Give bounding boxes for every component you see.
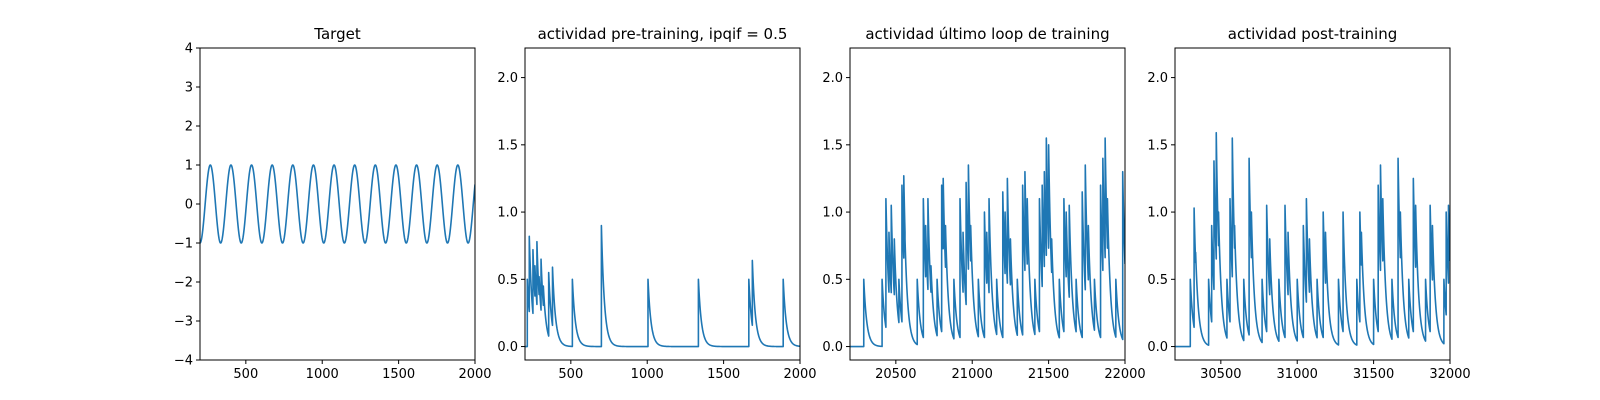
x-tick-label: 21000 <box>952 367 993 382</box>
x-tick-label: 1500 <box>707 367 740 382</box>
y-tick-label: 2.0 <box>1147 71 1168 86</box>
y-tick-label: 1.0 <box>497 206 518 221</box>
chart-title: Target <box>313 25 361 43</box>
x-tick-label: 1000 <box>631 367 664 382</box>
y-tick-label: 0.5 <box>822 273 843 288</box>
axes-frame <box>1174 47 1451 361</box>
y-tick-label: 2.0 <box>497 71 518 86</box>
y-tick-label: 0.0 <box>497 340 518 355</box>
x-tick-label: 2000 <box>783 367 816 382</box>
y-tick-label: 3 <box>185 81 193 96</box>
chart-panel-3: actividad último loop de training 20500 21… <box>822 25 1145 382</box>
axes-frame <box>849 47 1126 361</box>
series-line <box>200 164 475 244</box>
chart-panel-2: actividad pre-training, ipqif = 0.5 500 10… <box>497 25 816 382</box>
x-tick-label: 30500 <box>1200 367 1241 382</box>
x-tick-label: 1500 <box>382 367 415 382</box>
x-tick-label: 1000 <box>306 367 339 382</box>
x-tick-label: 31500 <box>1353 367 1394 382</box>
y-tick-label: 1.0 <box>822 206 843 221</box>
y-tick-label: 1.5 <box>497 138 518 153</box>
y-tick-label: 2 <box>185 120 193 135</box>
chart-panel-4: actividad post-training 30500 31000 31500 32… <box>1147 25 1470 382</box>
x-tick-label: 2000 <box>458 367 491 382</box>
axes-frame <box>524 47 801 361</box>
y-tick-label: 2.0 <box>822 71 843 86</box>
x-tick-label: 500 <box>233 367 258 382</box>
y-tick-label: −1 <box>174 237 193 252</box>
series-line <box>1175 131 1450 348</box>
x-tick-label: 20500 <box>875 367 916 382</box>
chart-title: actividad post-training <box>1228 25 1397 43</box>
y-tick-label: −4 <box>174 354 193 369</box>
x-tick-label: 500 <box>558 367 583 382</box>
y-tick-label: 1 <box>185 159 193 174</box>
x-tick-label: 32000 <box>1429 367 1470 382</box>
y-tick-label: 1.0 <box>1147 206 1168 221</box>
x-tick-label: 22000 <box>1104 367 1145 382</box>
series-line <box>850 137 1125 348</box>
series-line <box>525 224 800 348</box>
axes-frame <box>199 47 476 361</box>
y-tick-label: 0 <box>185 198 193 213</box>
y-tick-label: 0.0 <box>822 340 843 355</box>
chart-title: actividad pre-training, ipqif = 0.5 <box>538 25 788 43</box>
y-tick-label: −2 <box>174 276 193 291</box>
y-tick-label: −3 <box>174 315 193 330</box>
x-tick-label: 21500 <box>1028 367 1069 382</box>
chart-panel-1: Target 500 1000 1500 2000 −4 −3 −2 −1 0 1 2 3 4 <box>174 25 492 382</box>
y-tick-label: 1.5 <box>1147 138 1168 153</box>
y-tick-label: 4 <box>185 42 193 57</box>
x-tick-label: 31000 <box>1277 367 1318 382</box>
y-tick-label: 0.5 <box>1147 273 1168 288</box>
chart-title: actividad último loop de training <box>865 25 1109 43</box>
y-tick-label: 1.5 <box>822 138 843 153</box>
y-tick-label: 0.0 <box>1147 340 1168 355</box>
y-tick-label: 0.5 <box>497 273 518 288</box>
